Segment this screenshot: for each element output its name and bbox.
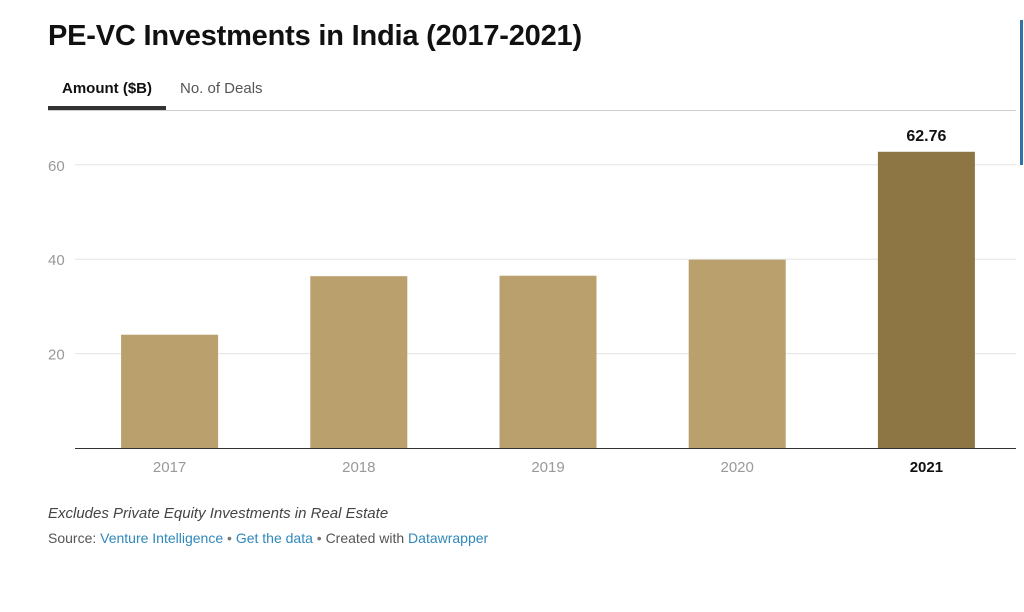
chart-title: PE-VC Investments in India (2017-2021): [48, 20, 582, 52]
data-label-2021: 62.76: [906, 128, 946, 145]
source-prefix: Source:: [48, 530, 97, 546]
x-tick-label-2020: 2020: [721, 459, 754, 476]
bar-2017: [121, 334, 219, 448]
y-tick-label: 20: [48, 347, 65, 364]
y-tick-label: 60: [48, 158, 65, 175]
bar-2019: [499, 275, 597, 448]
metric-tabs: Amount ($B) No. of Deals: [48, 76, 277, 110]
bar-chart: 20 40 60 62.76 2017 2018 2019 2020 2021: [48, 128, 1016, 476]
x-tick-labels: 2017 2018 2019 2020 2021: [153, 459, 943, 476]
data-labels: 62.76: [906, 128, 946, 145]
tabs-divider: [48, 110, 1016, 111]
x-tick-label-2021: 2021: [910, 459, 943, 476]
x-tick-label-2018: 2018: [342, 459, 375, 476]
separator: •: [227, 530, 232, 546]
y-tick-label: 40: [48, 252, 65, 269]
bars: [121, 151, 975, 448]
right-edge-accent: [1020, 20, 1023, 165]
x-tick-label-2017: 2017: [153, 459, 186, 476]
source-link[interactable]: Venture Intelligence: [100, 530, 224, 546]
separator: •: [316, 530, 322, 546]
x-tick-label-2019: 2019: [531, 459, 564, 476]
tab-amount[interactable]: Amount ($B): [48, 76, 166, 110]
datawrapper-link[interactable]: Datawrapper: [408, 530, 489, 546]
created-with-text: Created with: [325, 530, 405, 546]
bar-2018: [310, 276, 408, 448]
bar-2020: [688, 259, 786, 448]
tab-no-of-deals[interactable]: No. of Deals: [180, 80, 263, 97]
get-data-link[interactable]: Get the data: [235, 530, 313, 546]
source-line: Source: Venture Intelligence • Get the d…: [48, 530, 488, 546]
bar-2021: [877, 151, 975, 448]
footnote: Excludes Private Equity Investments in R…: [48, 505, 389, 522]
y-tick-labels: 20 40 60: [48, 158, 65, 364]
